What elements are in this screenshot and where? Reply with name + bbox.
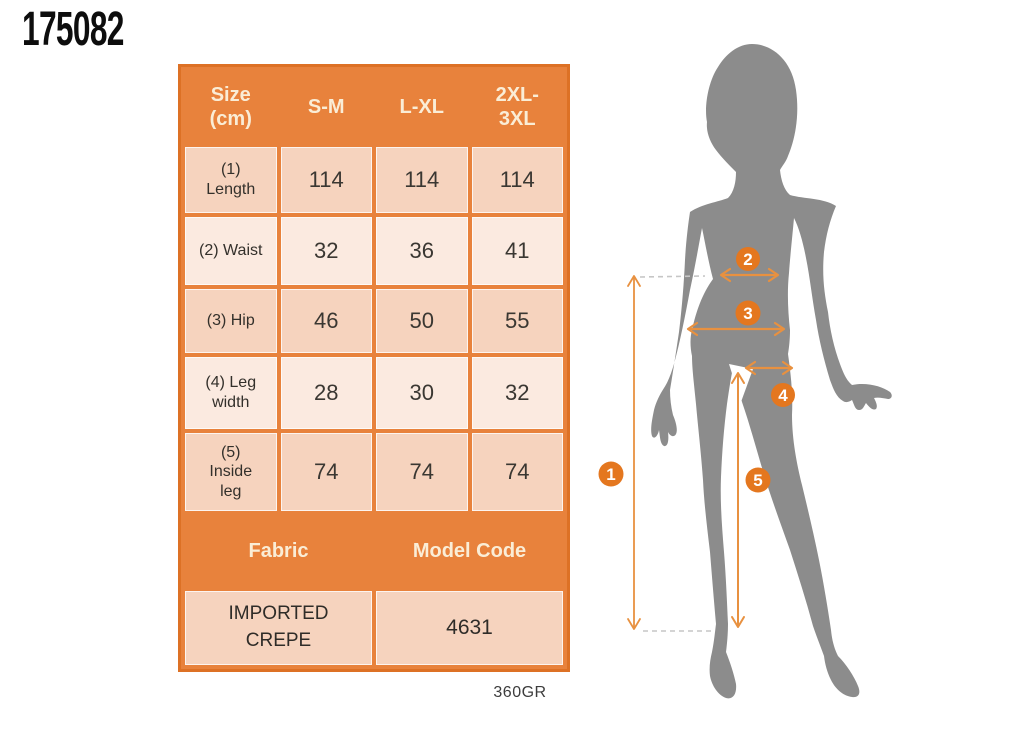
inside-leg-notch: [729, 364, 753, 402]
marker-number-2: 2: [743, 250, 752, 269]
model-code-value: 4631: [376, 591, 563, 665]
leg-width-arrow: [744, 360, 794, 376]
value-cell: 46: [280, 289, 372, 353]
row-label-length: (1) Length: [185, 147, 277, 213]
waist-arrow: [719, 267, 780, 283]
marker-number-1: 1: [606, 465, 615, 484]
value-cell: 74: [280, 433, 372, 511]
measurement-figure: 1 2 3 4 5: [590, 30, 1024, 730]
size-column-header-2xl3xl: 2XL- 3XL: [471, 71, 563, 143]
marker-circle-3: 3: [735, 300, 761, 326]
size-column-header-sm: S-M: [280, 71, 372, 143]
size-column-header-lxl: L-XL: [376, 71, 468, 143]
size-table: Size (cm) S-M L-XL 2XL- 3XL (1) Length 1…: [178, 64, 570, 672]
marker-number-5: 5: [753, 471, 762, 490]
row-label-leg-width: (4) Leg width: [185, 357, 277, 429]
fabric-value: IMPORTED CREPE: [185, 591, 372, 665]
model-code-header: Model Code: [376, 515, 563, 587]
marker-circle-1: 1: [598, 461, 624, 487]
value-cell: 32: [471, 357, 563, 429]
marker-number-4: 4: [778, 386, 788, 405]
row-label-waist: (2) Waist: [185, 217, 277, 285]
value-cell: 74: [376, 433, 468, 511]
woman-silhouette: [651, 44, 892, 699]
waist-guide-dashes: [639, 275, 706, 278]
value-cell: 28: [280, 357, 372, 429]
value-cell: 55: [471, 289, 563, 353]
length-arrow: [627, 275, 641, 630]
marker-circle-4: 4: [771, 383, 795, 407]
value-cell: 41: [471, 217, 563, 285]
fabric-header: Fabric: [185, 515, 372, 587]
marker-circle-2: 2: [736, 247, 760, 271]
hip-arrow: [686, 321, 786, 337]
inside-leg-arrow: [731, 372, 745, 628]
value-cell: 50: [376, 289, 468, 353]
size-table-corner-header: Size (cm): [185, 71, 277, 143]
value-cell: 74: [471, 433, 563, 511]
product-code: 175082: [22, 3, 124, 56]
value-cell: 36: [376, 217, 468, 285]
measurement-figure-svg: 1 2 3 4 5: [598, 44, 892, 699]
weight-note: 360GR: [493, 684, 547, 701]
value-cell: 114: [280, 147, 372, 213]
value-cell: 32: [280, 217, 372, 285]
row-label-inside-leg: (5) Inside leg: [185, 433, 277, 511]
value-cell: 114: [471, 147, 563, 213]
value-cell: 30: [376, 357, 468, 429]
marker-number-3: 3: [743, 304, 752, 323]
value-cell: 114: [376, 147, 468, 213]
row-label-hip: (3) Hip: [185, 289, 277, 353]
marker-circle-5: 5: [745, 467, 771, 493]
